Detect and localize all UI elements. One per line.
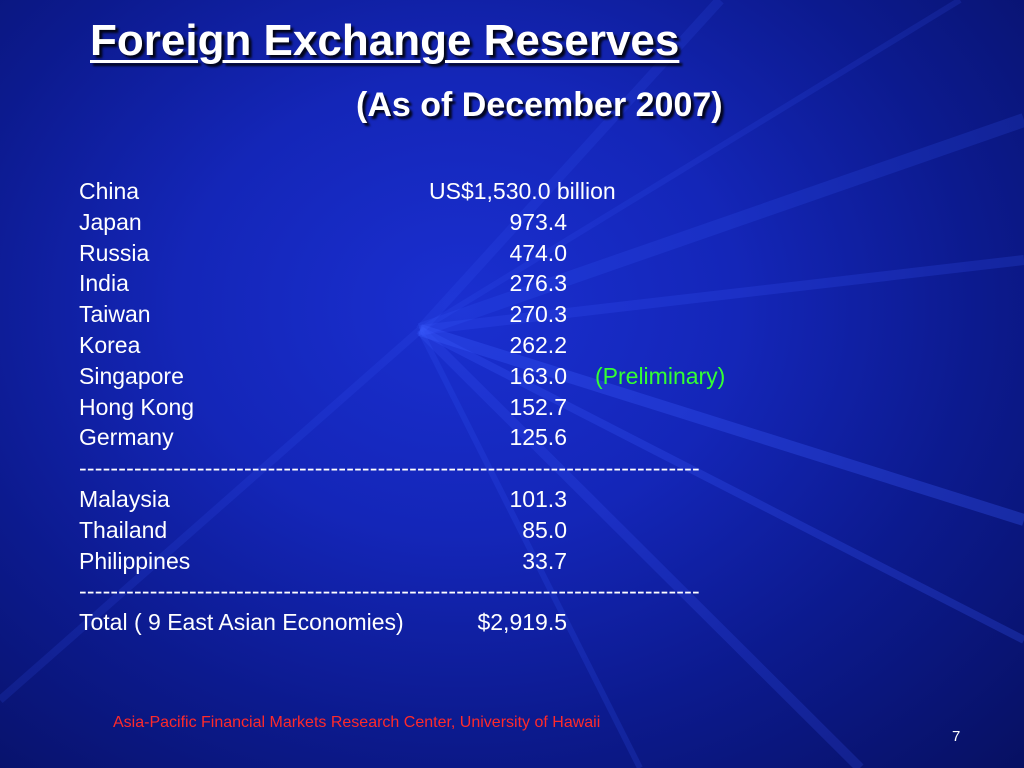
country-name: Hong Kong bbox=[79, 393, 195, 420]
separator-row: ----------------------------------------… bbox=[79, 576, 979, 607]
table-row: India 276.3 bbox=[79, 268, 979, 299]
table-row: Taiwan 270.3 bbox=[79, 299, 979, 330]
reserves-table: China US$1,530.0 billion Japan 973.4 Rus… bbox=[79, 176, 979, 638]
reserve-value: 101.3 bbox=[509, 485, 567, 512]
table-row: Germany 125.6 bbox=[79, 422, 979, 453]
country-name: Germany bbox=[79, 424, 174, 451]
reserve-value: 33.7 bbox=[522, 547, 567, 574]
separator-row: ----------------------------------------… bbox=[79, 453, 979, 484]
country-name: Russia bbox=[79, 239, 150, 266]
country-name: Korea bbox=[79, 331, 141, 358]
country-name: Taiwan bbox=[79, 301, 151, 328]
country-name: Philippines bbox=[79, 547, 191, 574]
reserve-value: 85.0 bbox=[522, 516, 567, 543]
reserve-value: 163.0 bbox=[509, 362, 567, 389]
country-name: China bbox=[79, 178, 140, 204]
table-row: Malaysia 101.3 bbox=[79, 484, 979, 515]
reserve-value: 474.0 bbox=[509, 239, 567, 266]
reserve-value: US$1,530.0 billion bbox=[429, 178, 616, 204]
reserve-value: 262.2 bbox=[509, 331, 567, 358]
country-name: Singapore bbox=[79, 362, 184, 389]
country-name: Malaysia bbox=[79, 485, 170, 512]
table-row: Russia 474.0 bbox=[79, 238, 979, 269]
dashed-separator: ----------------------------------------… bbox=[79, 578, 700, 605]
dashed-separator: ----------------------------------------… bbox=[79, 455, 700, 482]
table-row: Singapore 163.0 (Preliminary) bbox=[79, 361, 979, 392]
total-row: Total ( 9 East Asian Economies) $2,919.5 bbox=[79, 607, 979, 638]
slide-title: Foreign Exchange Reserves bbox=[90, 16, 680, 65]
table-row: China US$1,530.0 billion bbox=[79, 176, 979, 207]
total-label: Total ( 9 East Asian Economies) bbox=[79, 609, 404, 636]
table-row: Philippines 33.7 bbox=[79, 546, 979, 577]
table-row: Korea 262.2 bbox=[79, 330, 979, 361]
page-number: 7 bbox=[952, 728, 961, 745]
reserve-value: 125.6 bbox=[509, 424, 567, 451]
table-row: Thailand 85.0 bbox=[79, 515, 979, 546]
reserve-value: 276.3 bbox=[509, 270, 567, 297]
slide-subtitle: (As of December 2007) bbox=[356, 86, 723, 124]
table-row: Hong Kong 152.7 bbox=[79, 392, 979, 423]
reserve-value: 152.7 bbox=[509, 393, 567, 420]
footer-source: Asia-Pacific Financial Markets Research … bbox=[113, 714, 601, 731]
total-value: $2,919.5 bbox=[477, 609, 567, 636]
reserve-value: 973.4 bbox=[509, 208, 567, 235]
country-name: India bbox=[79, 270, 129, 297]
table-row: Japan 973.4 bbox=[79, 207, 979, 238]
preliminary-note: (Preliminary) bbox=[595, 362, 726, 389]
reserve-value: 270.3 bbox=[509, 301, 567, 328]
country-name: Japan bbox=[79, 208, 142, 235]
country-name: Thailand bbox=[79, 516, 168, 543]
